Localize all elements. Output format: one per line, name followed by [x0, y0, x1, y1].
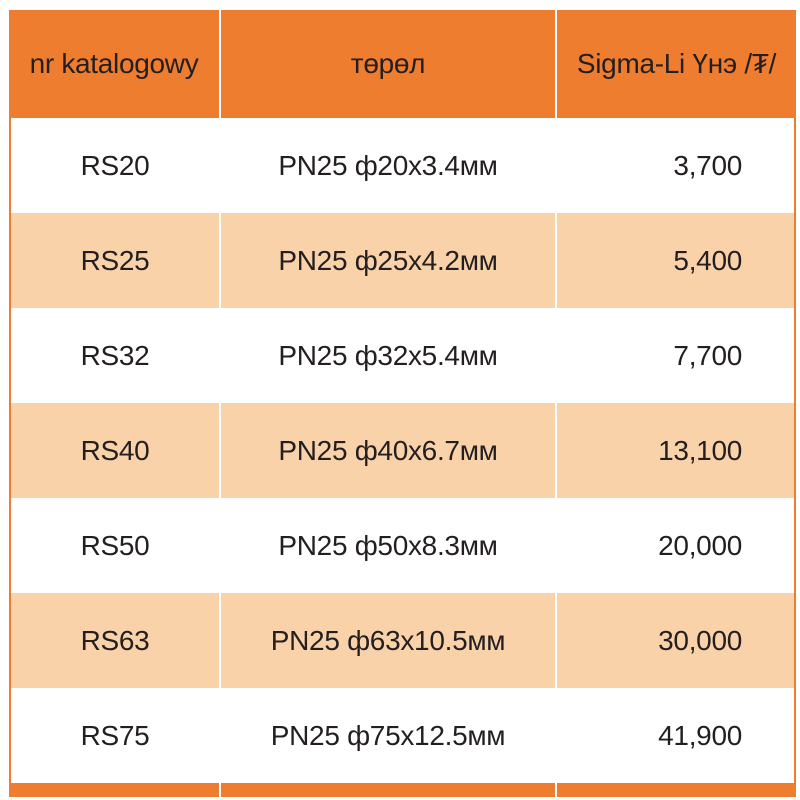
column-divider — [219, 593, 221, 688]
column-divider — [219, 498, 221, 593]
catalog-number-cell: RS50 — [80, 529, 150, 561]
table-row: RS32 PN25 ф32x5.4мм 7,700 — [11, 308, 794, 403]
table-row: RS25 PN25 ф25x4.2мм 5,400 — [11, 213, 794, 308]
column-divider — [555, 403, 557, 498]
table-footer-bar — [9, 783, 796, 797]
type-cell: PN25 ф20x3.4мм — [278, 149, 498, 181]
catalog-number-cell: RS20 — [80, 149, 150, 181]
price-cell: 20,000 — [658, 529, 742, 561]
column-divider — [555, 10, 557, 118]
column-divider — [555, 783, 557, 797]
footer-bar-segment — [9, 783, 219, 797]
column-divider — [219, 688, 221, 783]
type-cell: PN25 ф25x4.2мм — [278, 244, 498, 276]
column-divider — [555, 308, 557, 403]
column-header-catalog-number: nr katalogowy — [29, 48, 199, 79]
price-cell: 41,900 — [658, 719, 742, 751]
column-divider — [219, 10, 221, 118]
price-cell: 30,000 — [658, 624, 742, 656]
column-divider — [219, 403, 221, 498]
column-header-price: Sigma-Li Үнэ /₮/ — [576, 48, 777, 79]
table-row: RS63 PN25 ф63x10.5мм 30,000 — [11, 593, 794, 688]
catalog-number-cell: RS32 — [80, 339, 150, 371]
column-header-type: төрөл — [350, 48, 426, 79]
type-cell: PN25 ф50x8.3мм — [278, 529, 498, 561]
catalog-number-cell: RS40 — [80, 434, 150, 466]
table-row: RS20 PN25 ф20x3.4мм 3,700 — [11, 118, 794, 213]
column-divider — [555, 498, 557, 593]
column-divider — [555, 593, 557, 688]
type-cell: PN25 ф75x12.5мм — [270, 719, 506, 751]
catalog-number-cell: RS75 — [80, 719, 150, 751]
column-divider — [555, 118, 557, 213]
price-cell: 3,700 — [673, 149, 742, 181]
column-divider — [555, 688, 557, 783]
table-row: RS75 PN25 ф75x12.5мм 41,900 — [11, 688, 794, 783]
table-body: RS20 PN25 ф20x3.4мм 3,700 RS25 PN25 ф25x… — [9, 118, 796, 783]
table-row: RS40 PN25 ф40x6.7мм 13,100 — [11, 403, 794, 498]
column-divider — [219, 783, 221, 797]
column-divider — [219, 118, 221, 213]
price-cell: 13,100 — [658, 434, 742, 466]
type-cell: PN25 ф32x5.4мм — [278, 339, 498, 371]
table-row: RS50 PN25 ф50x8.3мм 20,000 — [11, 498, 794, 593]
table-header-row: nr katalogowy төрөл Sigma-Li Үнэ /₮/ — [9, 10, 796, 118]
catalog-number-cell: RS25 — [80, 244, 150, 276]
price-cell: 5,400 — [673, 244, 742, 276]
column-divider — [219, 213, 221, 308]
price-cell: 7,700 — [673, 339, 742, 371]
column-divider — [555, 213, 557, 308]
type-cell: PN25 ф40x6.7мм — [278, 434, 498, 466]
footer-bar-segment — [557, 783, 796, 797]
column-divider — [219, 308, 221, 403]
footer-bar-segment — [221, 783, 555, 797]
type-cell: PN25 ф63x10.5мм — [270, 624, 506, 656]
catalog-number-cell: RS63 — [80, 624, 150, 656]
price-table: nr katalogowy төрөл Sigma-Li Үнэ /₮/ RS2… — [9, 10, 796, 797]
